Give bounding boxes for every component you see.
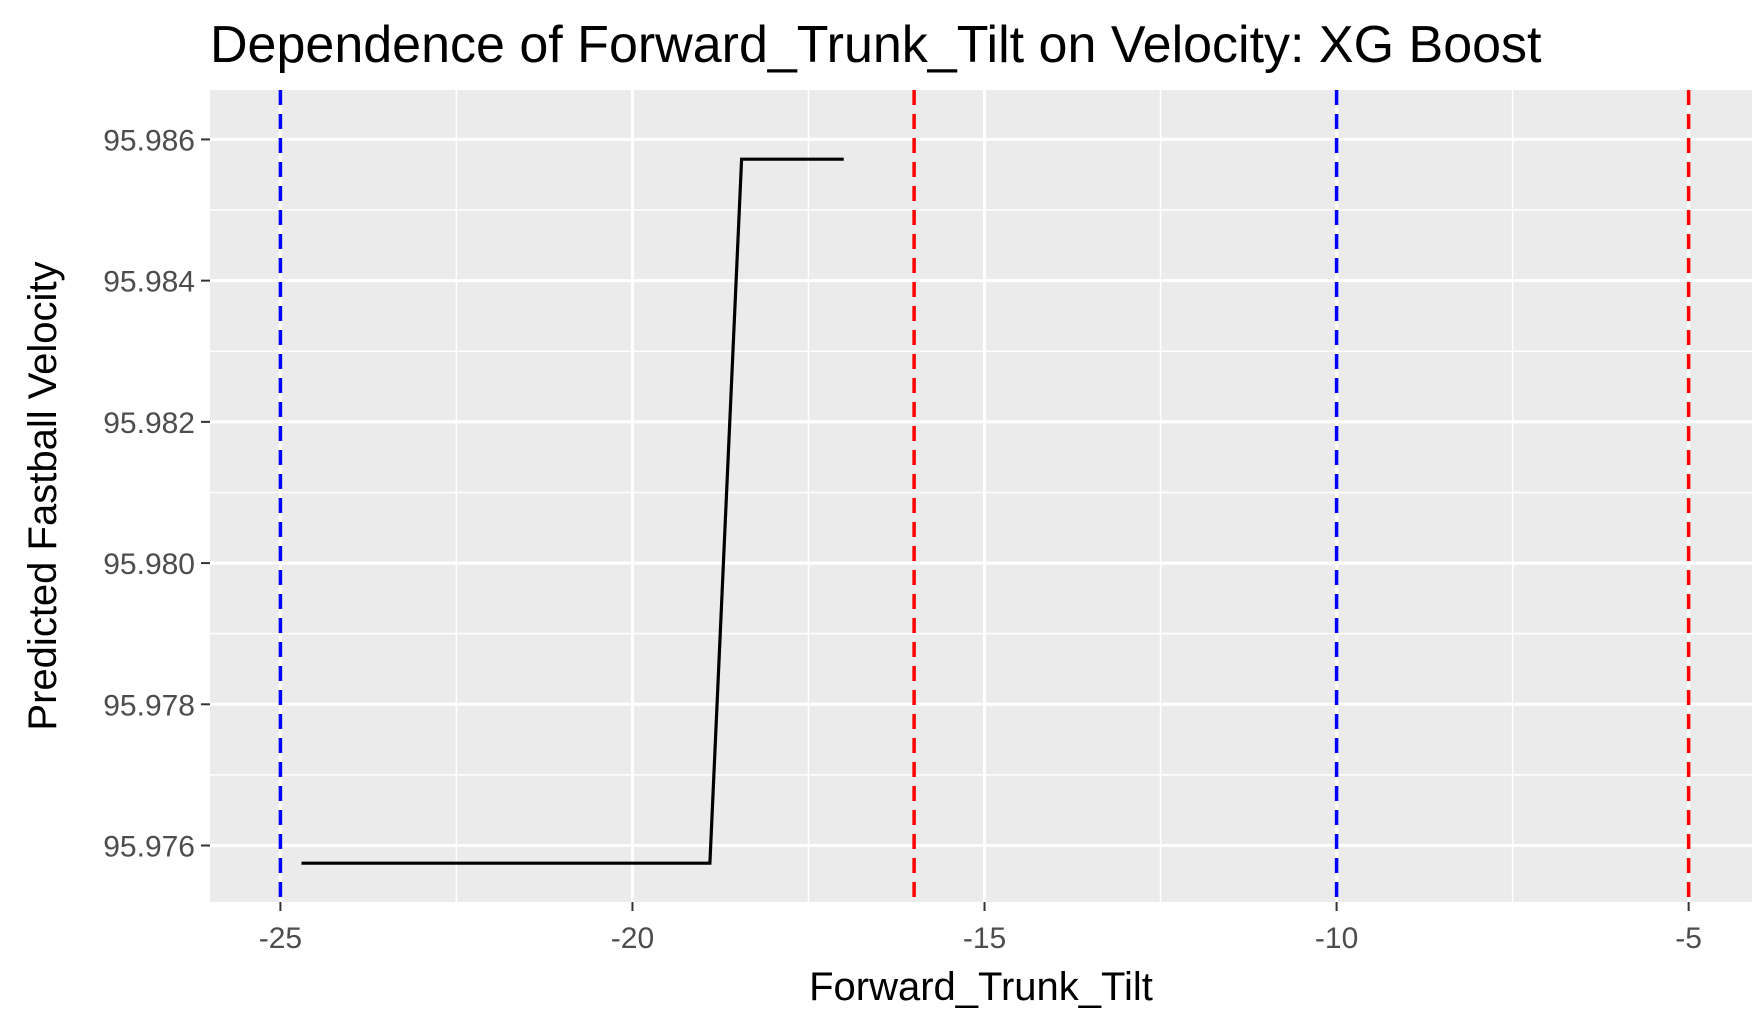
y-tick-label: 95.982 xyxy=(103,407,195,440)
y-tick-label: 95.986 xyxy=(103,124,195,157)
reference-lines xyxy=(278,90,1691,902)
x-axis-title: Forward_Trunk_Tilt xyxy=(809,965,1153,1009)
y-tick-label: 95.976 xyxy=(103,831,195,864)
minor-gridlines xyxy=(210,90,1752,902)
y-tick-label: 95.978 xyxy=(103,689,195,722)
series-group xyxy=(301,157,844,865)
x-tick-label: -25 xyxy=(259,922,302,955)
y-axis-ticks: 95.976 95.978 95.980 95.982 95.984 95.986 xyxy=(103,124,210,864)
x-tick-label: -5 xyxy=(1675,922,1702,955)
series-line xyxy=(301,157,844,865)
y-axis-title: Predicted Fastball Velocity xyxy=(21,261,65,730)
plot-panel xyxy=(210,90,1752,902)
x-tick-label: -20 xyxy=(611,922,654,955)
x-axis-ticks: -25 -20 -15 -10 -5 xyxy=(259,902,1702,955)
x-tick-label: -10 xyxy=(1315,922,1358,955)
chart-title: Dependence of Forward_Trunk_Tilt on Velo… xyxy=(210,16,1542,74)
y-tick-label: 95.984 xyxy=(103,266,195,299)
x-tick-label: -15 xyxy=(963,922,1006,955)
y-tick-label: 95.980 xyxy=(103,548,195,581)
